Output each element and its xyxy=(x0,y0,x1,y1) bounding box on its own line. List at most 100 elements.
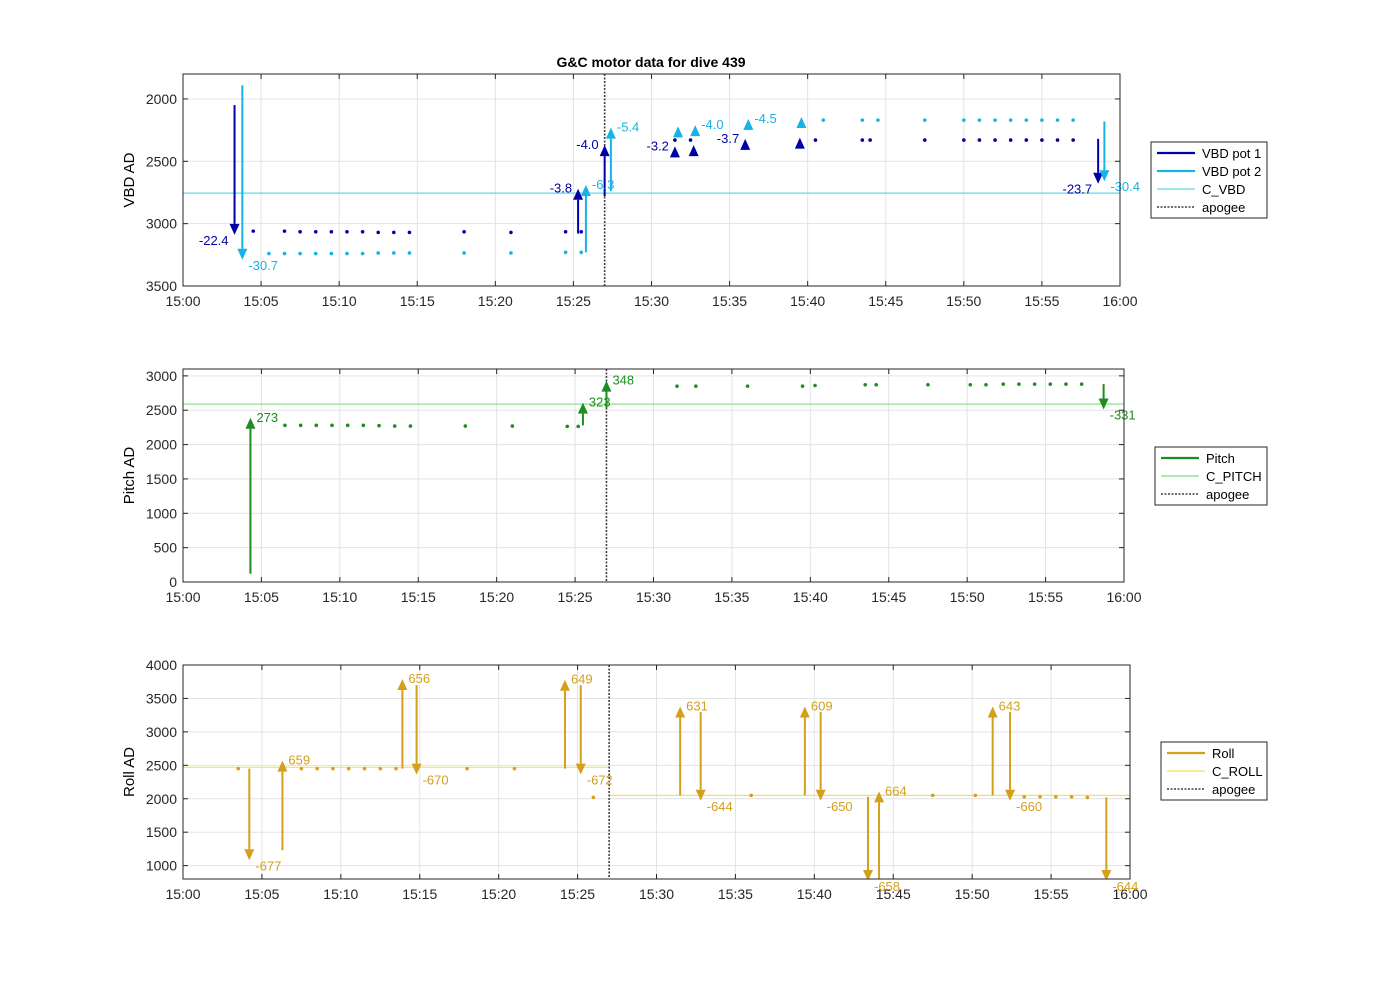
arrow-head xyxy=(559,679,570,691)
data-point xyxy=(876,118,880,122)
arrow-label: -677 xyxy=(255,858,281,873)
x-tick-label: 16:00 xyxy=(1112,886,1147,902)
x-tick-label: 15:30 xyxy=(634,293,669,309)
arrow-label: 649 xyxy=(571,672,593,687)
x-tick-label: 15:40 xyxy=(797,886,832,902)
data-point xyxy=(922,118,927,122)
data-point xyxy=(1008,138,1013,142)
data-point xyxy=(922,138,927,142)
y-tick-label: 2000 xyxy=(146,91,177,107)
y-tick-label: 1000 xyxy=(146,505,177,521)
data-point xyxy=(860,138,865,142)
y-tick-label: 3000 xyxy=(146,368,177,384)
arrow-head xyxy=(229,223,240,235)
data-point xyxy=(360,251,365,256)
data-point xyxy=(1001,382,1006,386)
x-tick-label: 15:25 xyxy=(560,886,595,902)
x-tick-label: 15:05 xyxy=(244,886,279,902)
data-point xyxy=(463,424,468,428)
legend-label: C_PITCH xyxy=(1206,469,1262,484)
arrow-label: -6.3 xyxy=(592,177,614,192)
arrow-label: -660 xyxy=(1016,799,1042,814)
x-tick-label: 15:15 xyxy=(400,293,435,309)
x-tick-label: 15:15 xyxy=(401,589,436,605)
data-point xyxy=(977,138,982,142)
legend-label: VBD pot 2 xyxy=(1202,164,1261,179)
data-point xyxy=(361,423,366,428)
arrow-head xyxy=(605,127,616,139)
data-point xyxy=(1038,794,1042,799)
x-tick-label: 15:25 xyxy=(558,589,593,605)
y-tick-label: 2500 xyxy=(146,757,177,773)
x-tick-label: 15:50 xyxy=(950,589,985,605)
data-point xyxy=(565,424,570,429)
arrow-label: -670 xyxy=(423,773,449,788)
y-tick-label: 3500 xyxy=(146,690,177,706)
arrow-head xyxy=(577,402,588,414)
data-point xyxy=(392,230,396,235)
data-point xyxy=(813,383,817,388)
arrow-label: -650 xyxy=(827,799,853,814)
x-tick-label: 15:05 xyxy=(244,293,279,309)
arrow-head xyxy=(740,138,751,150)
data-point xyxy=(874,383,879,387)
data-point xyxy=(1064,382,1068,386)
y-tick-label: 1500 xyxy=(146,471,177,487)
data-point xyxy=(509,251,513,255)
arrow-head xyxy=(669,146,680,158)
x-tick-label: 15:55 xyxy=(1028,589,1063,605)
y-tick-label: 3000 xyxy=(146,216,177,232)
arrow-head xyxy=(244,849,255,861)
legend-label: apogee xyxy=(1206,487,1249,502)
plot-content xyxy=(183,369,1124,582)
data-point xyxy=(314,423,319,428)
data-point xyxy=(377,423,381,428)
y-axis-label: Pitch AD xyxy=(121,447,138,505)
x-tick-label: 15:45 xyxy=(876,886,911,902)
plot-content xyxy=(183,665,1130,879)
data-point xyxy=(860,118,865,122)
x-tick-label: 15:40 xyxy=(793,589,828,605)
arrow-label: -644 xyxy=(1112,879,1138,894)
x-tick-label: 16:00 xyxy=(1106,589,1141,605)
legend-label: Roll xyxy=(1212,746,1235,761)
arrow-head xyxy=(237,248,248,260)
data-point xyxy=(688,138,693,142)
legend-label: Pitch xyxy=(1206,451,1235,466)
arrow-head xyxy=(580,184,591,196)
arrow-head xyxy=(1099,170,1110,182)
x-tick-label: 15:35 xyxy=(714,589,749,605)
arrow-label: -672 xyxy=(587,773,613,788)
data-point xyxy=(376,230,381,235)
arrow-label: 273 xyxy=(256,410,278,425)
data-point xyxy=(993,118,997,122)
data-point xyxy=(962,138,966,142)
data-point xyxy=(462,229,466,234)
arrow-label: -3.2 xyxy=(647,138,669,153)
x-tick-label: 15:20 xyxy=(481,886,516,902)
data-point xyxy=(863,383,868,387)
arrow-head xyxy=(874,791,885,803)
data-point xyxy=(345,423,350,428)
data-point xyxy=(1040,118,1044,122)
arrow-label: 631 xyxy=(686,698,708,713)
arrow-head xyxy=(573,188,584,200)
data-point xyxy=(675,384,679,388)
data-point xyxy=(591,795,596,800)
data-point xyxy=(1017,382,1021,386)
x-tick-label: 15:05 xyxy=(244,589,279,605)
x-tick-label: 15:25 xyxy=(556,293,591,309)
data-point xyxy=(407,251,412,255)
arrow-label: 348 xyxy=(612,373,634,388)
arrow-label: -331 xyxy=(1110,408,1136,423)
arrow-head xyxy=(987,706,998,718)
data-point xyxy=(576,424,581,429)
data-point xyxy=(1040,138,1044,142)
data-point xyxy=(236,766,241,771)
arrow-label: 323 xyxy=(589,395,611,410)
x-tick-label: 15:00 xyxy=(165,293,200,309)
data-point xyxy=(376,251,381,255)
arrow-label: 643 xyxy=(999,698,1021,713)
